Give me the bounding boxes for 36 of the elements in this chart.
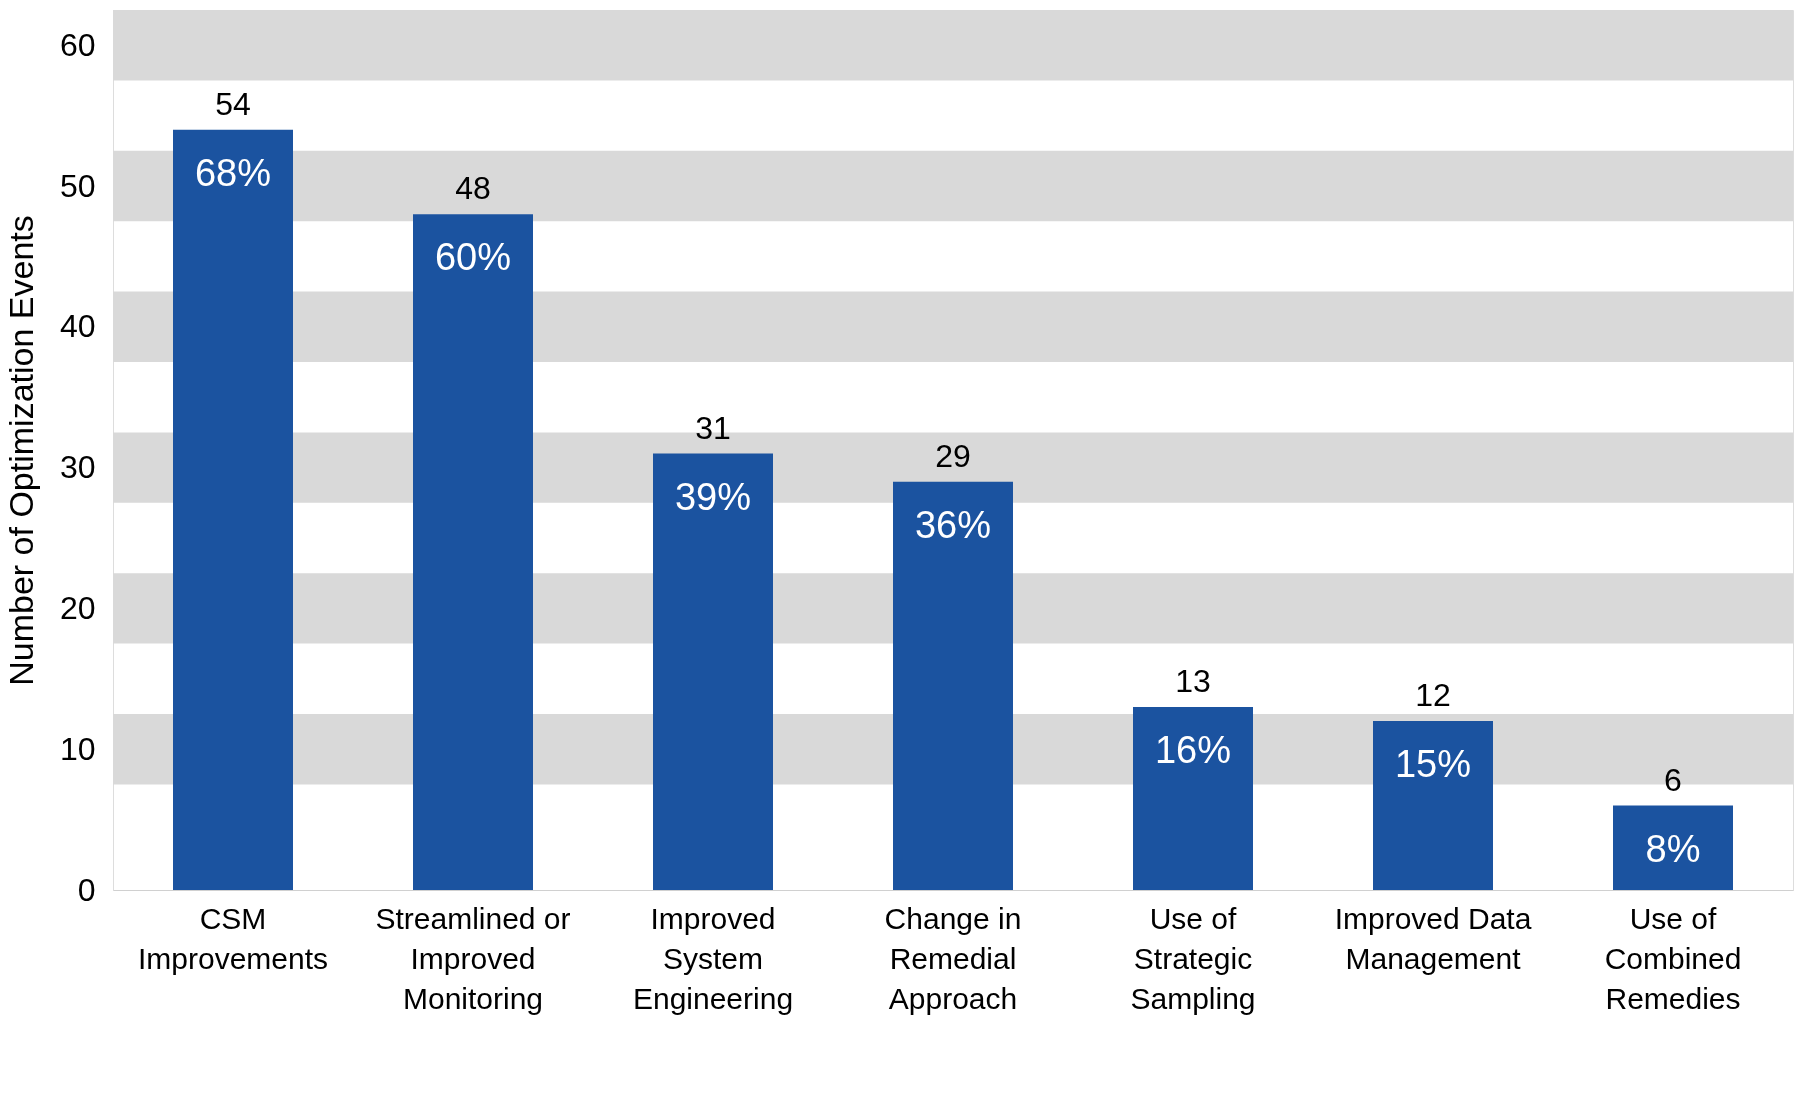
annotation: 16% bbox=[1154, 728, 1232, 771]
y-tick-label: 20 bbox=[59, 589, 96, 626]
x-tick-label: Use of Combined Remedies bbox=[1604, 901, 1742, 1015]
data-label: 12 bbox=[1415, 677, 1451, 714]
annotation: 36% bbox=[914, 503, 992, 546]
x-tick-label: Use of Strategic Sampling bbox=[1130, 901, 1256, 1015]
bar bbox=[893, 481, 1013, 890]
annotation: 60% bbox=[434, 236, 512, 279]
data-label: 48 bbox=[455, 170, 491, 207]
bar bbox=[1613, 805, 1733, 890]
data-label: 29 bbox=[935, 437, 971, 474]
x-tick-label: Improved Data Management bbox=[1334, 901, 1532, 975]
data-label: 13 bbox=[1175, 662, 1211, 699]
x-tick-label: Streamlined or Improved Monitoring bbox=[375, 901, 571, 1015]
data-label: 31 bbox=[695, 409, 731, 446]
y-tick-label: 60 bbox=[59, 26, 96, 63]
data-label: 6 bbox=[1664, 761, 1682, 798]
x-tick-label: CSM Improvements bbox=[137, 901, 329, 975]
x-tick-label: Change in Remedial Approach bbox=[884, 901, 1022, 1015]
data-label: 54 bbox=[215, 85, 251, 122]
annotation: 39% bbox=[674, 475, 752, 518]
y-axis-title: Number of Optimization Events bbox=[1, 215, 40, 686]
y-tick-label: 50 bbox=[59, 167, 96, 204]
bar bbox=[173, 129, 293, 890]
annotation: 15% bbox=[1394, 743, 1472, 786]
annotation: 8% bbox=[1645, 827, 1701, 870]
bar bbox=[1133, 706, 1253, 890]
bar bbox=[413, 214, 533, 890]
y-tick-label: 0 bbox=[77, 871, 96, 908]
y-tick-label: 10 bbox=[59, 730, 96, 767]
y-tick-label: 30 bbox=[59, 449, 96, 486]
bar bbox=[1373, 721, 1493, 890]
annotation: 68% bbox=[194, 151, 272, 194]
x-tick-label: Improved System Engineering bbox=[632, 901, 794, 1015]
bar bbox=[653, 453, 773, 890]
y-tick-label: 40 bbox=[59, 308, 96, 345]
